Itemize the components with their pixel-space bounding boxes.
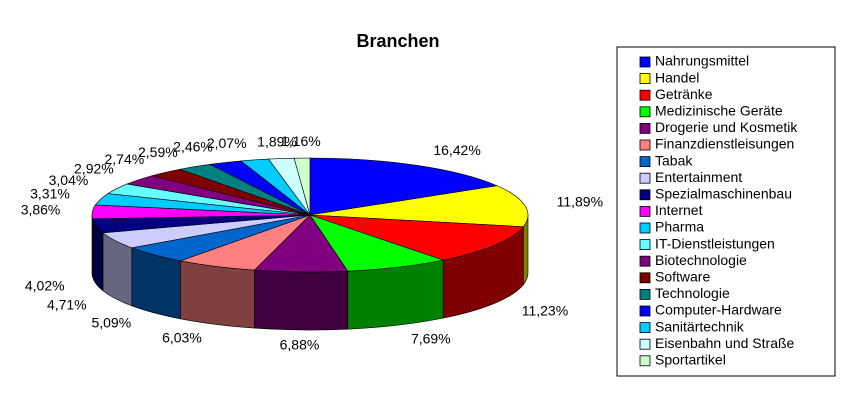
- legend-label: Handel: [655, 69, 699, 85]
- legend-swatch: [639, 89, 651, 101]
- legend-swatch: [639, 56, 651, 68]
- legend-swatch: [639, 139, 651, 151]
- legend-swatch: [639, 123, 651, 134]
- data-label: 6,88%: [280, 337, 320, 353]
- legend-swatch: [639, 255, 651, 267]
- data-label: 2,59%: [138, 144, 178, 160]
- data-label: 2,74%: [104, 151, 144, 167]
- legend-swatch: [639, 172, 651, 184]
- legend-swatch: [639, 272, 651, 284]
- data-label: 1,16%: [281, 133, 321, 149]
- data-label: 1,89%: [257, 133, 297, 149]
- slice: [309, 185, 529, 228]
- data-label: 2,07%: [207, 135, 247, 151]
- data-label: 3,31%: [30, 185, 70, 201]
- legend-swatch: [639, 305, 651, 317]
- legend-label: Sanitärtechnik: [655, 318, 745, 334]
- data-label: 11,89%: [557, 194, 603, 210]
- legend-label: Software: [655, 269, 710, 285]
- legend-label: Medizinische Geräte: [655, 103, 783, 119]
- legend-label: Tabak: [655, 152, 693, 168]
- legend-label: Eisenbahn und Straße: [655, 335, 795, 351]
- legend-swatch: [639, 322, 651, 334]
- legend-label: Computer-Hardware: [655, 302, 782, 318]
- legend-label: Drogerie und Kosmetik: [655, 119, 798, 135]
- data-label: 4,02%: [25, 278, 65, 294]
- slice: [293, 157, 311, 216]
- data-label: 2,92%: [74, 160, 114, 176]
- legend-label: Getränke: [655, 86, 713, 102]
- data-label: 6,03%: [162, 330, 202, 346]
- data-label: 7,69%: [411, 330, 451, 346]
- chart-title: Branchen: [356, 31, 439, 51]
- legend-label: Entertainment: [655, 169, 742, 185]
- legend-label: IT-Dienstleistungen: [655, 235, 775, 251]
- legend-swatch: [639, 156, 651, 168]
- legend-swatch: [639, 106, 651, 118]
- data-label: 3,04%: [49, 172, 89, 188]
- legend-swatch: [639, 355, 651, 367]
- legend-swatch: [639, 222, 651, 234]
- legend-box: [616, 46, 836, 377]
- slice-side: [180, 260, 255, 329]
- legend-swatch: [639, 239, 651, 251]
- slice: [309, 214, 445, 272]
- legend-label: Pharma: [655, 219, 704, 235]
- legend-label: Sportartikel: [655, 352, 726, 368]
- data-label: 11,23%: [522, 303, 568, 319]
- slice-side: [254, 269, 349, 331]
- legend-swatch: [639, 288, 651, 300]
- data-label: 16,42%: [433, 142, 480, 158]
- slice: [309, 214, 524, 261]
- legend-label: Finanzdienstleisungen: [655, 136, 794, 152]
- slice: [309, 157, 499, 216]
- legend-label: Technologie: [655, 285, 730, 301]
- data-label: 3,86%: [21, 202, 61, 218]
- legend-label: Internet: [655, 202, 703, 218]
- legend-label: Spezialmaschinenbau: [655, 186, 792, 202]
- legend-swatch: [639, 205, 651, 217]
- legend-swatch: [639, 73, 651, 84]
- legend-label: Nahrungsmittel: [655, 53, 749, 69]
- data-label: 2,46%: [173, 138, 213, 154]
- legend-swatch: [639, 189, 651, 201]
- data-label: 5,09%: [91, 315, 131, 331]
- data-label: 4,71%: [47, 296, 87, 312]
- legend-swatch: [639, 338, 651, 350]
- legend-label: Biotechnologie: [655, 252, 747, 268]
